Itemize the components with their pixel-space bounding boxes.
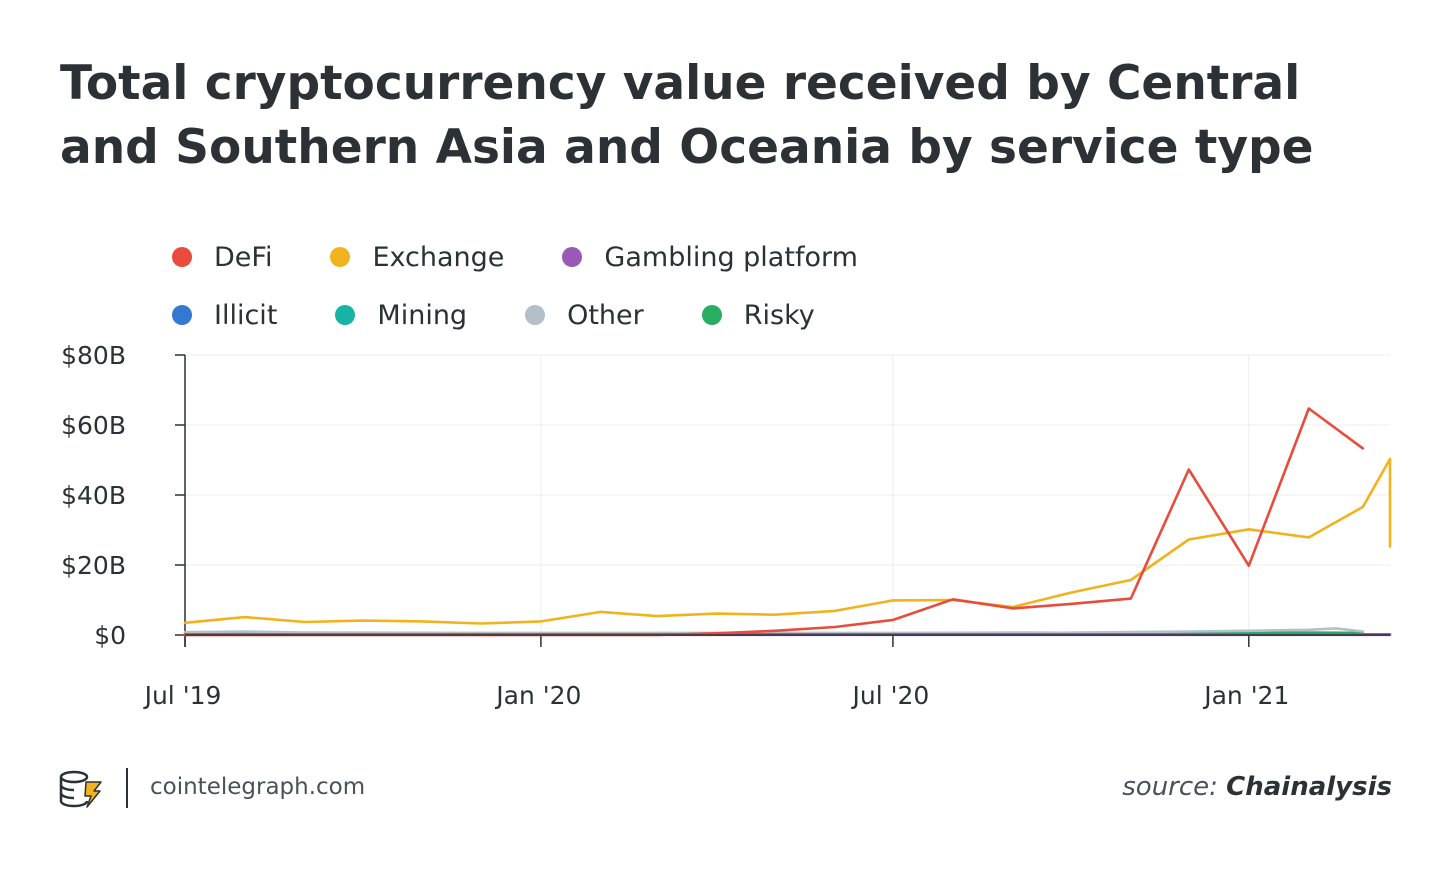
legend-label: Illicit <box>214 299 278 331</box>
legend-row-2: Illicit Mining Other Risky <box>172 286 1072 344</box>
legend-item-defi[interactable]: DeFi <box>172 242 272 273</box>
legend-item-other[interactable]: Other <box>525 300 644 331</box>
cointelegraph-logo-icon <box>58 770 104 814</box>
series-line-defi <box>183 407 1365 637</box>
x-tick-label: Jan '21 <box>1202 681 1289 710</box>
x-tick-label: Jan '20 <box>494 681 581 710</box>
legend-marker-icon <box>562 247 583 267</box>
site-link[interactable]: cointelegraph.com <box>150 774 366 800</box>
source-credit: source: Chainalysis <box>1122 772 1392 802</box>
y-tick-label: $80B <box>61 341 126 370</box>
legend-item-gambling-platform[interactable]: Gambling platform <box>562 241 858 273</box>
legend-item-illicit[interactable]: Illicit <box>172 300 277 331</box>
legend-marker-icon <box>172 247 192 267</box>
legend-marker-icon <box>335 305 356 325</box>
series-line-exchange <box>183 457 1392 625</box>
legend-label: Gambling platform <box>604 241 858 273</box>
legend-label: DeFi <box>214 241 273 273</box>
legend-row-1: DeFi Exchange Gambling platform <box>172 228 1072 286</box>
footer: cointelegraph.com source: Chainalysis <box>58 768 1392 812</box>
legend-label: Exchange <box>372 241 505 273</box>
source-name: Chainalysis <box>1226 772 1392 802</box>
legend-item-risky[interactable]: Risky <box>701 299 815 331</box>
legend-marker-icon <box>701 305 722 325</box>
legend-marker-icon <box>172 305 192 325</box>
legend-marker-icon <box>330 247 351 267</box>
chart-legend: DeFi Exchange Gambling platform Illicit … <box>172 228 1072 344</box>
footer-divider <box>126 768 128 808</box>
y-tick-label: $20B <box>61 551 126 580</box>
legend-item-mining[interactable]: Mining <box>335 300 467 331</box>
legend-label: Other <box>567 299 644 331</box>
chart-title: Total cryptocurrency value received by C… <box>60 56 1314 175</box>
legend-item-exchange[interactable]: Exchange <box>330 242 504 273</box>
y-tick-label: $60B <box>61 411 126 440</box>
x-tick-label: Jul '20 <box>851 681 930 710</box>
legend-marker-icon <box>525 305 546 325</box>
y-tick-label: $40B <box>61 481 126 510</box>
x-tick-label: Jul '19 <box>143 681 222 710</box>
y-tick-label: $0 <box>94 621 126 650</box>
legend-label: Risky <box>743 299 815 331</box>
legend-label: Mining <box>377 299 468 331</box>
source-prefix: source: <box>1122 772 1218 802</box>
